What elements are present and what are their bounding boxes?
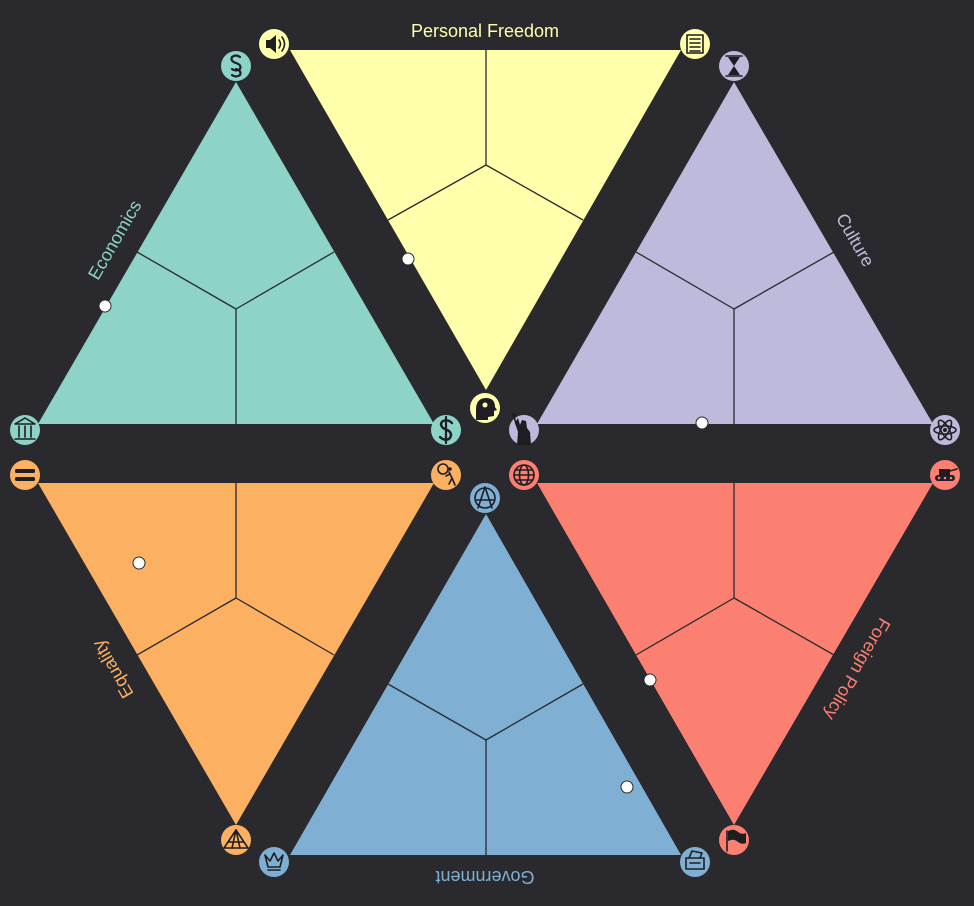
divider bbox=[733, 251, 835, 310]
triangle-government[interactable] bbox=[290, 514, 681, 855]
crown-icon[interactable] bbox=[259, 847, 289, 877]
triangle-personal-freedom[interactable] bbox=[290, 50, 681, 390]
divider bbox=[387, 683, 487, 741]
section-sign-icon[interactable] bbox=[221, 51, 251, 81]
marker-foreign-policy[interactable] bbox=[643, 673, 657, 687]
pyramid-icon[interactable] bbox=[221, 825, 251, 855]
triangle-economics[interactable] bbox=[38, 82, 434, 424]
divider bbox=[485, 164, 584, 221]
newspaper-icon[interactable] bbox=[680, 29, 710, 59]
divider bbox=[387, 164, 487, 221]
bank-icon[interactable] bbox=[10, 415, 40, 445]
hourglass-icon[interactable] bbox=[719, 51, 749, 81]
axis-label-equality: Equality bbox=[88, 636, 137, 701]
axis-label-personal-freedom: Personal Freedom bbox=[411, 21, 559, 41]
axis-label-government: Government bbox=[435, 867, 534, 887]
marker-personal-freedom[interactable] bbox=[401, 252, 415, 266]
flag-icon[interactable] bbox=[719, 825, 749, 855]
liberty-statue-icon[interactable] bbox=[509, 413, 539, 445]
triangle-culture[interactable] bbox=[537, 82, 933, 424]
anarchy-icon[interactable] bbox=[470, 483, 500, 513]
dollar-icon[interactable] bbox=[431, 415, 461, 445]
divider bbox=[235, 597, 335, 656]
sisyphus-icon[interactable] bbox=[431, 460, 461, 490]
divider bbox=[136, 597, 237, 656]
triangle-foreign-policy[interactable] bbox=[537, 483, 933, 825]
equals-icon[interactable] bbox=[10, 460, 40, 490]
thinker-head-icon[interactable] bbox=[470, 393, 500, 423]
axis-label-culture: Culture bbox=[832, 210, 878, 270]
axis-government: Government bbox=[290, 514, 681, 887]
divider bbox=[485, 683, 584, 741]
marker-culture[interactable] bbox=[695, 416, 709, 430]
marker-government[interactable] bbox=[620, 780, 634, 794]
marker-equality[interactable] bbox=[132, 556, 146, 570]
divider bbox=[635, 251, 735, 310]
divider bbox=[635, 597, 735, 656]
axis-personal-freedom: Personal Freedom bbox=[290, 21, 681, 390]
globe-icon[interactable] bbox=[509, 460, 539, 490]
divider bbox=[136, 251, 237, 310]
divider bbox=[733, 597, 835, 656]
atom-icon[interactable] bbox=[930, 415, 960, 445]
divider bbox=[235, 251, 335, 310]
ballot-box-icon[interactable] bbox=[680, 847, 710, 877]
speaker-icon[interactable] bbox=[259, 29, 289, 59]
tank-icon[interactable] bbox=[930, 460, 960, 490]
marker-economics[interactable] bbox=[98, 299, 112, 313]
